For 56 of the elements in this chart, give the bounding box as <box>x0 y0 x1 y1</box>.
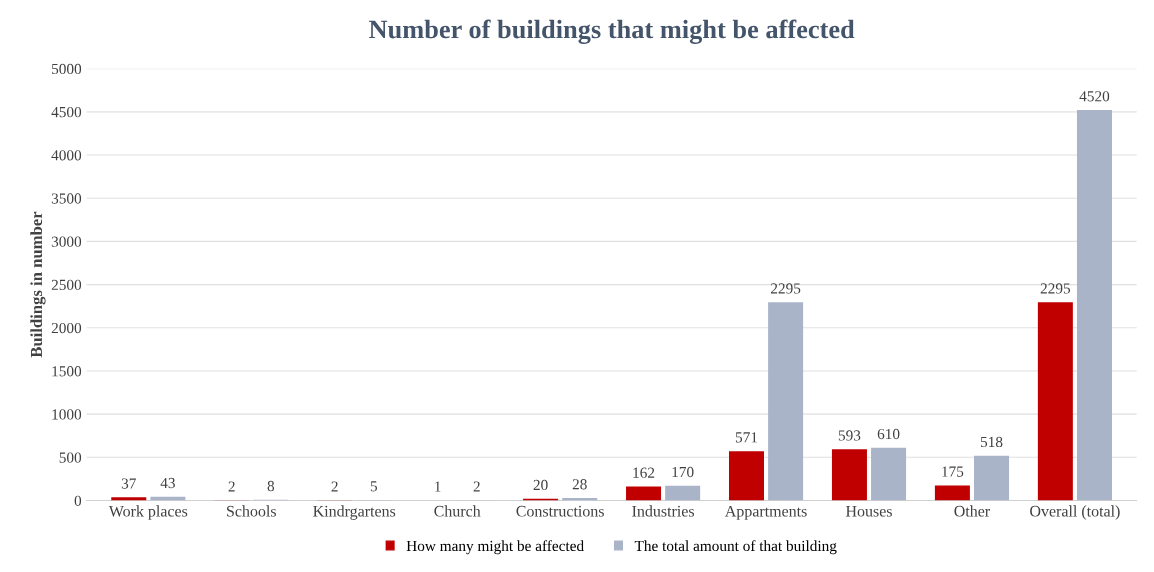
x-tick-label: Church <box>434 505 481 517</box>
y-tick-label: 4500 <box>51 106 82 118</box>
legend-label: How many might be affected <box>406 540 584 555</box>
x-tick-label: Overall (total) <box>1030 505 1120 520</box>
bar <box>1037 302 1073 501</box>
bar <box>768 302 804 501</box>
data-label: 518 <box>980 436 1003 448</box>
y-tick-label: 5000 <box>52 63 82 75</box>
data-label: 2 <box>228 481 235 492</box>
x-tick-label: Other <box>954 505 990 517</box>
legend-label: The total amount of that building <box>634 540 837 555</box>
data-label: 593 <box>838 430 861 441</box>
y-tick-label: 2000 <box>51 322 82 334</box>
bar <box>665 485 701 501</box>
data-label: 37 <box>121 478 136 489</box>
bar <box>1076 110 1112 501</box>
y-tick-label: 2500 <box>51 279 82 291</box>
data-label: 8 <box>267 480 275 492</box>
data-label: 162 <box>633 467 655 478</box>
data-label: 2 <box>331 481 338 492</box>
y-tick-label: 1500 <box>52 366 82 377</box>
bar <box>111 497 147 501</box>
x-tick-label: Work places <box>108 505 188 520</box>
data-label: 43 <box>160 477 175 489</box>
bar <box>728 451 764 501</box>
y-tick-label: 1000 <box>52 409 82 420</box>
bar <box>871 447 907 501</box>
bar <box>974 455 1010 501</box>
y-tick-label: 0 <box>74 495 82 506</box>
data-label: 175 <box>942 466 964 477</box>
y-axis-title: Buildings in number <box>30 211 46 358</box>
x-tick-label: Houses <box>845 505 892 517</box>
x-tick-label: Constructions <box>516 505 604 517</box>
x-tick-label: Industries <box>632 505 695 517</box>
x-tick-label: Appartments <box>724 505 807 520</box>
data-label: 571 <box>735 432 758 443</box>
data-label: 170 <box>672 466 694 478</box>
data-label: 5 <box>370 481 378 492</box>
data-label: 2 <box>473 481 480 492</box>
data-label: 2295 <box>1040 283 1071 294</box>
data-label: 4520 <box>1079 91 1110 102</box>
y-tick-label: 3500 <box>51 193 82 204</box>
chart-title: Number of buildings that might be affected <box>369 19 855 44</box>
x-tick-label: Schools <box>227 505 276 517</box>
bar <box>626 486 662 501</box>
data-label: 20 <box>533 479 548 491</box>
y-tick-label: 4000 <box>51 150 82 161</box>
y-tick-label: 3000 <box>51 236 82 247</box>
data-label: 28 <box>572 479 587 490</box>
bar <box>934 485 970 501</box>
data-label: 2295 <box>771 283 801 294</box>
data-label: 1 <box>435 481 441 492</box>
x-tick-label: Kindrgartens <box>313 505 396 520</box>
bar <box>831 449 867 501</box>
y-tick-label: 500 <box>59 452 82 463</box>
data-label: 610 <box>877 428 900 440</box>
